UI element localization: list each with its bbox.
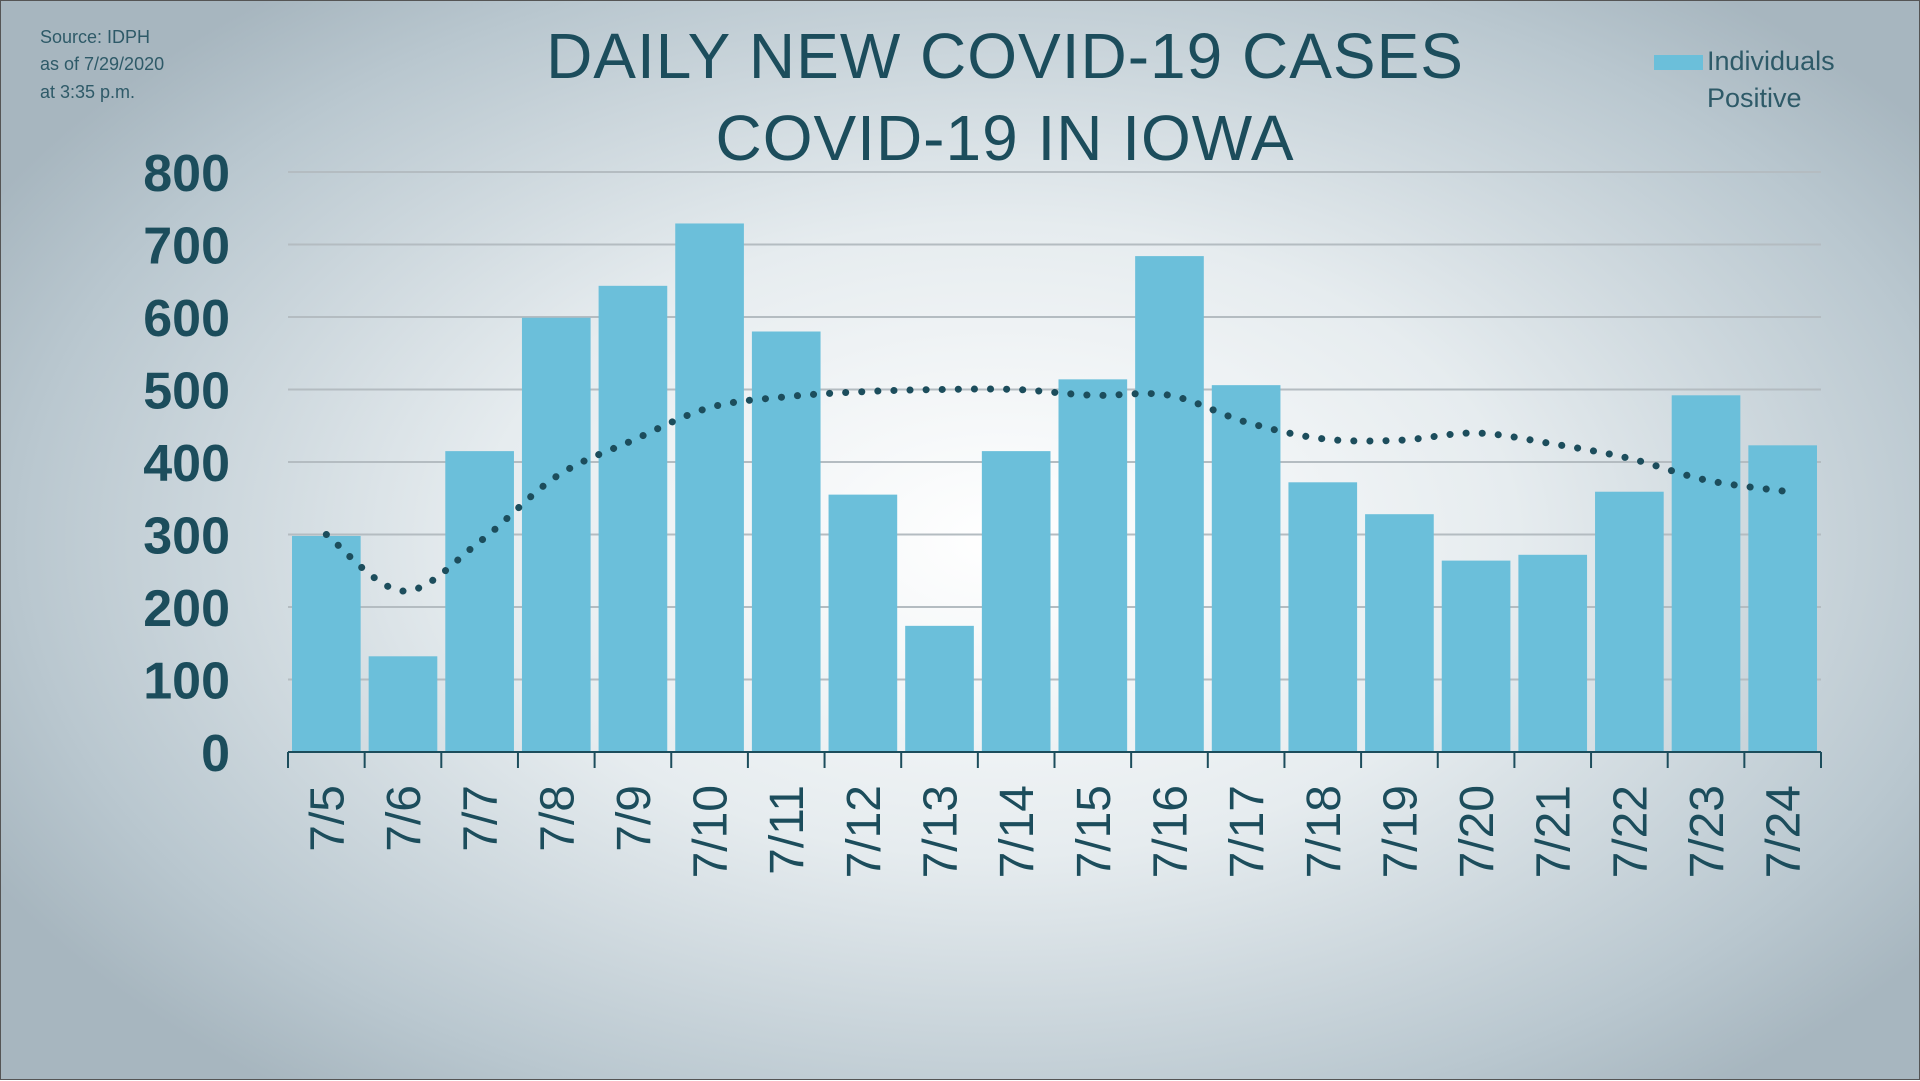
- time-line: at 3:35 p.m.: [40, 82, 136, 102]
- x-tick-label: 7/5: [301, 785, 354, 852]
- chart-subtitle: COVID-19 IN IOWA: [715, 102, 1295, 174]
- bar: [828, 494, 898, 752]
- x-tick-label: 7/6: [378, 785, 431, 852]
- source-line: Source: IDPH: [40, 27, 151, 47]
- x-tick-label: 7/11: [761, 785, 814, 875]
- x-tick-label: 7/21: [1528, 785, 1581, 878]
- bar: [1365, 514, 1434, 752]
- bar: [1518, 554, 1588, 752]
- y-tick-label: 100: [143, 653, 230, 711]
- bar: [1671, 395, 1741, 752]
- x-tick-label: 7/22: [1604, 785, 1657, 878]
- bar: [1058, 379, 1128, 752]
- bar: [751, 331, 821, 752]
- x-tick-label: 7/12: [838, 785, 891, 878]
- y-tick-label: 0: [201, 725, 230, 783]
- x-tick-label: 7/7: [455, 785, 508, 852]
- y-tick-label: 800: [143, 145, 230, 203]
- x-tick-label: 7/9: [608, 785, 661, 852]
- bar: [981, 451, 1051, 752]
- y-tick-label: 400: [143, 435, 230, 493]
- legend-swatch: [1654, 55, 1703, 70]
- x-tick-label: 7/20: [1451, 785, 1504, 878]
- bar: [1595, 491, 1664, 752]
- x-tick-label: 7/15: [1068, 785, 1121, 878]
- y-tick-label: 700: [143, 218, 230, 276]
- bar: [445, 451, 514, 752]
- y-tick-label: 500: [143, 363, 230, 421]
- x-tick-label: 7/17: [1221, 785, 1274, 878]
- x-tick-label: 7/18: [1298, 785, 1351, 878]
- x-tick-label: 7/13: [915, 785, 968, 878]
- x-tick-label: 7/24: [1758, 785, 1811, 878]
- bar: [1135, 256, 1204, 752]
- x-tick-label: 7/8: [531, 785, 584, 852]
- bar: [675, 223, 744, 753]
- bar: [1288, 482, 1358, 752]
- x-tick-label: 7/16: [1144, 785, 1197, 878]
- bar: [598, 285, 668, 752]
- x-tick-label: 7/10: [685, 785, 738, 878]
- date-line: as of 7/29/2020: [40, 54, 165, 74]
- bar: [1211, 385, 1281, 752]
- legend-label-line2: Positive: [1707, 83, 1802, 113]
- bar: [521, 317, 591, 752]
- x-tick-label: 7/14: [991, 785, 1044, 878]
- y-tick-label: 300: [143, 508, 230, 566]
- x-tick-label: 7/23: [1681, 785, 1734, 878]
- y-tick-label: 200: [143, 580, 230, 638]
- legend-label-line1: Individuals: [1707, 46, 1835, 76]
- bar: [292, 535, 361, 752]
- bar: [1441, 560, 1511, 752]
- chart-title: DAILY NEW COVID-19 CASES: [546, 20, 1464, 92]
- bar: [1748, 445, 1817, 752]
- x-tick-label: 7/19: [1374, 785, 1427, 878]
- bar: [905, 625, 974, 752]
- y-tick-label: 600: [143, 290, 230, 348]
- bar: [368, 656, 438, 752]
